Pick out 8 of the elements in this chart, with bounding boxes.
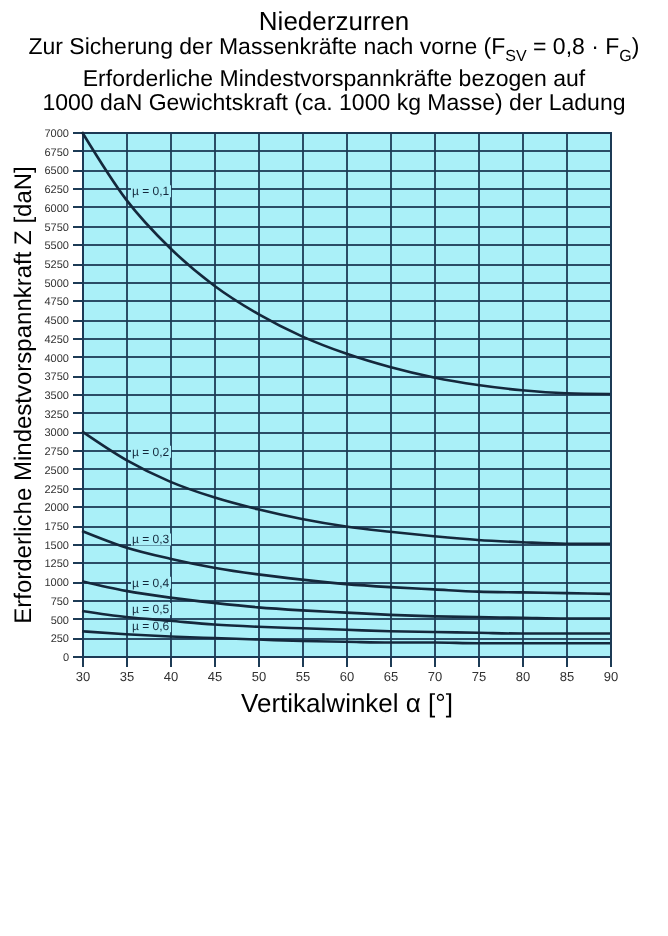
- y-axis-title: Erforderliche Mindestvorspannkraft Z [daN]: [8, 166, 37, 625]
- chart-title: Niederzurren: [256, 6, 412, 36]
- x-axis-title: Vertikalwinkel α [°]: [241, 688, 453, 719]
- line-series: [80, 580, 612, 621]
- line-series: [80, 430, 612, 546]
- text: Zur Sicherung der Massenkräfte nach vorne (F$_{SV}$ = 0,8 · F$_{G}$) Erforderliche Mindestvorspannkräfte bezogen auf 1000 daN Gewichtskraft (ca. 1000 kg Masse) der Ladung: [28, 36, 640, 117]
- line-series: [80, 131, 612, 396]
- line-series: [80, 530, 612, 596]
